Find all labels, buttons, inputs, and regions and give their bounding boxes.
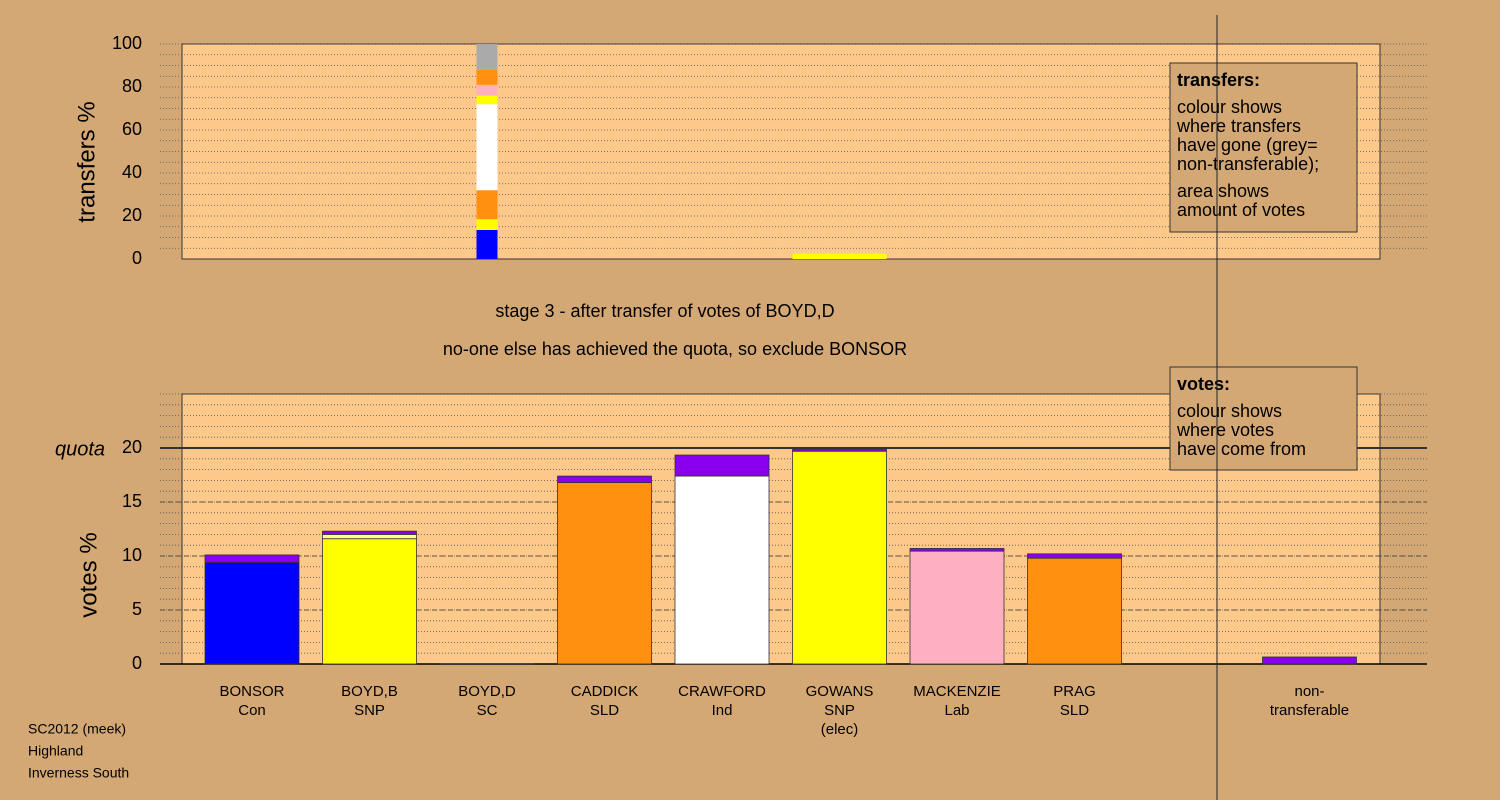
bar-segment [1262, 656, 1357, 665]
chart-subtitle: no-one else has achieved the quota, so e… [443, 339, 907, 359]
note-line: amount of votes [1177, 200, 1305, 220]
bar-segment [557, 475, 652, 483]
bar-segment [792, 253, 887, 259]
footer-line: Highland [28, 743, 83, 759]
bar-segment [476, 229, 498, 259]
bar-segment [476, 69, 498, 85]
footer-line: SC2012 (meek) [28, 721, 126, 737]
x-tick-label: BOYD,D [458, 683, 516, 700]
bar-segment [1027, 557, 1122, 665]
note-line: area shows [1177, 181, 1269, 201]
x-tick-label: CADDICK [571, 683, 639, 700]
bar-segment [476, 190, 498, 220]
x-tick-label: transferable [1270, 702, 1349, 719]
y-tick-label: 20 [122, 437, 142, 457]
bar-segment [674, 454, 770, 477]
y-tick-label: 0 [132, 248, 142, 268]
bar-segment [557, 482, 652, 665]
note-box [1169, 62, 1358, 233]
bar-segment [476, 104, 498, 191]
x-tick-label: PRAG [1053, 683, 1096, 700]
x-tick-label: (elec) [821, 721, 859, 738]
x-tick-label: Lab [944, 702, 969, 719]
x-tick-label: GOWANS [806, 683, 874, 700]
x-tick-label: CRAWFORD [678, 683, 766, 700]
x-tick-label: Con [238, 702, 266, 719]
bar-segment [476, 44, 498, 70]
note-heading: votes: [1177, 374, 1230, 394]
bar-segment [322, 538, 417, 665]
bar-segment [909, 548, 1005, 552]
x-tick-label: MACKENZIE [913, 683, 1001, 700]
y-axis-title: transfers % [73, 101, 100, 222]
note-line: have come from [1177, 439, 1306, 459]
note-line: where transfers [1176, 116, 1301, 136]
note-line: colour shows [1177, 401, 1282, 421]
bar-segment [322, 530, 417, 535]
y-tick-label: 20 [122, 205, 142, 225]
y-tick-label: 5 [132, 599, 142, 619]
bar-segment [204, 554, 300, 563]
note-heading: transfers: [1177, 70, 1260, 90]
x-tick-label: SLD [590, 702, 619, 719]
y-axis-title: votes % [75, 532, 102, 617]
x-tick-label: SNP [354, 702, 385, 719]
y-tick-label: 80 [122, 76, 142, 96]
bar-segment [476, 95, 498, 105]
y-tick-label: 60 [122, 119, 142, 139]
bar-segment [1027, 553, 1122, 559]
quota-label: quota [55, 438, 105, 460]
bar-segment [322, 534, 417, 540]
y-tick-label: 10 [122, 545, 142, 565]
note-line: colour shows [1177, 97, 1282, 117]
footer-line: Inverness South [28, 765, 129, 781]
bar-segment [792, 450, 887, 665]
x-tick-label: SC [477, 702, 498, 719]
y-tick-label: 40 [122, 162, 142, 182]
y-tick-label: 15 [122, 491, 142, 511]
bar-segment [439, 663, 535, 665]
bar-segment [909, 550, 1005, 665]
note-box [1169, 366, 1358, 471]
note-line: non-transferable); [1177, 154, 1319, 174]
bar-segment [674, 475, 770, 665]
chart-title: stage 3 - after transfer of votes of BOY… [495, 301, 834, 321]
note-line: where votes [1176, 420, 1274, 440]
x-tick-label: SLD [1060, 702, 1089, 719]
note-line: have gone (grey= [1177, 135, 1318, 155]
y-tick-label: 100 [112, 33, 142, 53]
x-tick-label: BONSOR [219, 683, 284, 700]
x-tick-label: BOYD,B [341, 683, 398, 700]
x-tick-label: Ind [712, 702, 733, 719]
bar-segment [476, 84, 498, 96]
y-tick-label: 0 [132, 653, 142, 673]
bar-segment [476, 219, 498, 230]
bar-segment [204, 562, 300, 665]
bar-segment [792, 448, 887, 452]
x-tick-label: SNP [824, 702, 855, 719]
x-tick-label: non- [1294, 683, 1324, 700]
